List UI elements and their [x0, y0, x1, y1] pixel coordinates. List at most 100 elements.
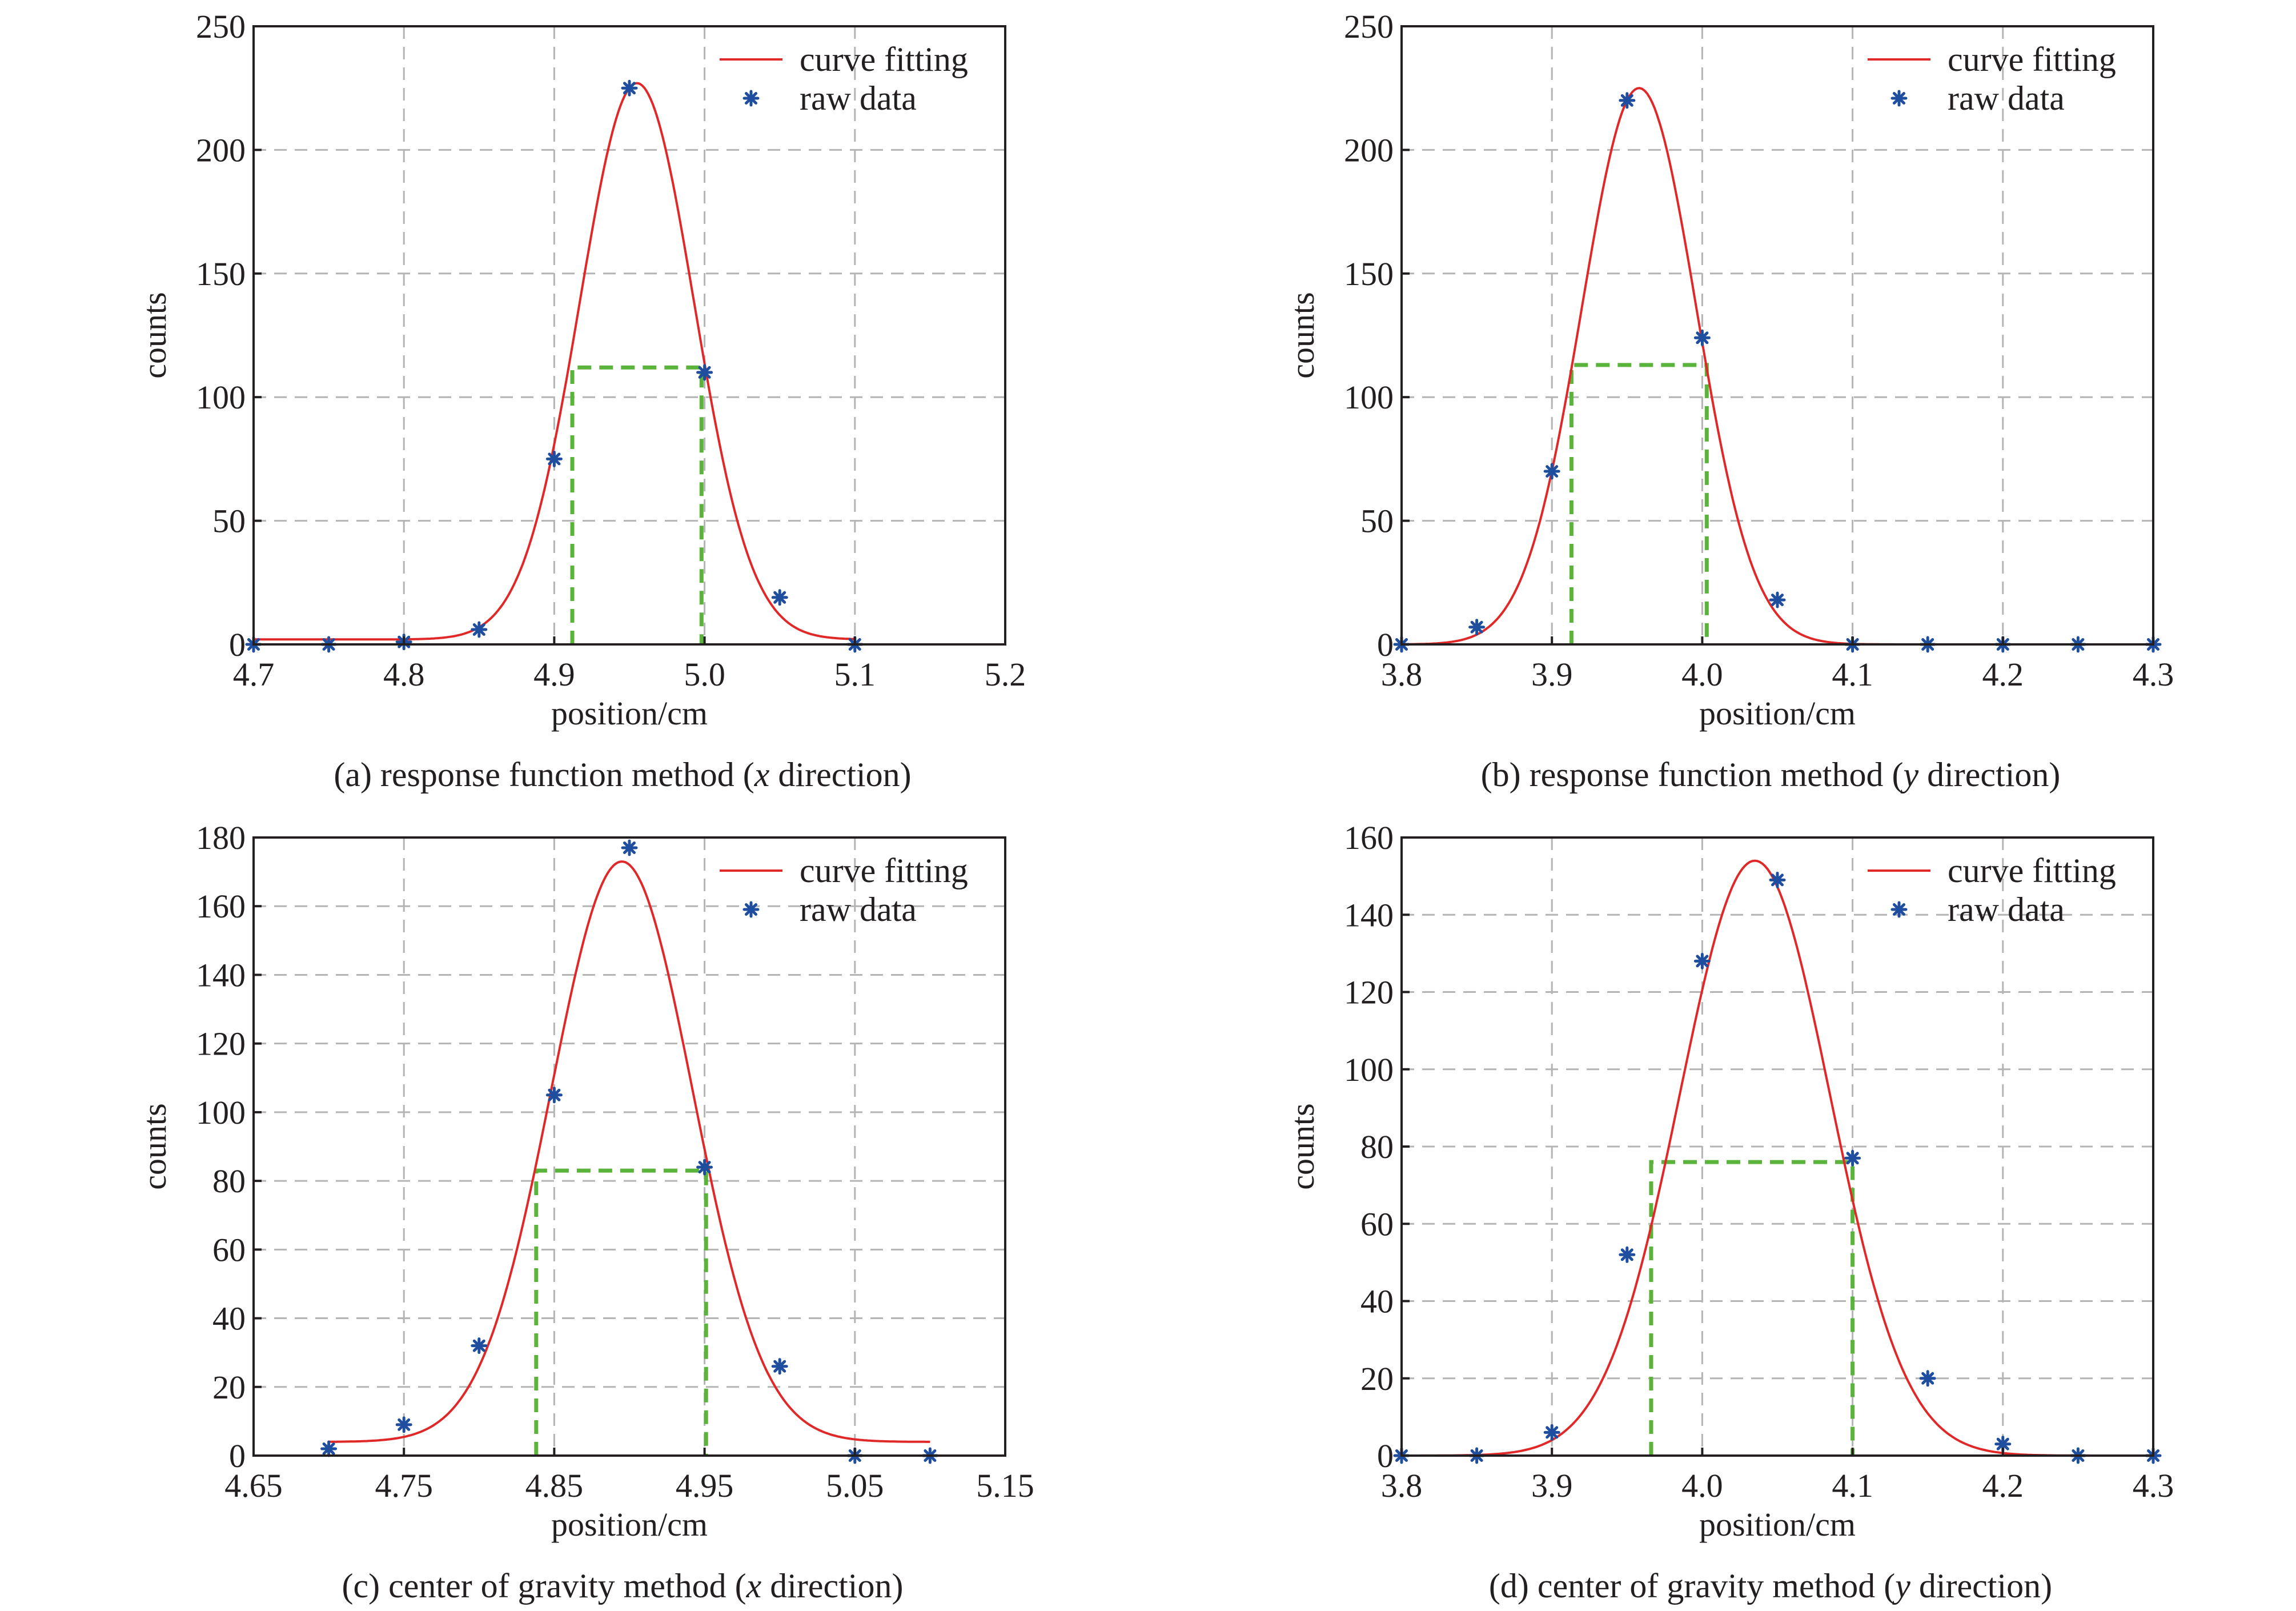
data-point	[1693, 329, 1711, 346]
y-tick-label: 0	[229, 626, 246, 663]
legend-label-raw-data: raw data	[1948, 891, 2065, 928]
x-tick-label: 4.3	[2133, 1467, 2174, 1504]
data-point	[1693, 952, 1711, 969]
fwhm-marker	[534, 1168, 708, 1456]
legend-label-raw-data: raw data	[800, 891, 917, 928]
y-tick-label: 100	[196, 379, 246, 416]
legend-label-curve-fitting: curve fitting	[1948, 41, 2116, 78]
x-tick-label: 5.1	[834, 656, 876, 693]
chart-b: 3.8 3.9 4.0 4.1 4.2 4.3 0 50 100 150 200 250 positio…	[1284, 8, 2174, 794]
caption: (a) response function method (x directio…	[334, 756, 911, 794]
x-axis: 3.8 3.9 4.0 4.1 4.2 4.3	[1381, 636, 2174, 693]
x-tick-label: 4.85	[525, 1467, 584, 1504]
x-tick-label: 5.05	[826, 1467, 884, 1504]
x-tick-label: 4.1	[1832, 1467, 1873, 1504]
grid	[1402, 837, 2153, 1456]
y-tick-label: 50	[1360, 503, 1394, 540]
y-axis-label: counts	[136, 292, 173, 378]
y-tick-label: 60	[212, 1231, 246, 1268]
y-tick-label: 140	[196, 956, 246, 993]
y-axis: 0 20 40 60 80 100 120 140 160	[1344, 819, 1410, 1474]
y-tick-label: 0	[1377, 1437, 1394, 1474]
caption-prefix: (b) response function method (	[1481, 756, 1904, 794]
x-tick-label: 3.8	[1381, 656, 1423, 693]
x-axis-label: position/cm	[551, 1506, 708, 1543]
x-tick-label: 4.75	[375, 1467, 433, 1504]
fwhm-marker	[1649, 1160, 1855, 1456]
y-axis: 0 20 40 60 80 100 120 140 160 180	[196, 819, 262, 1474]
y-tick-label: 150	[196, 255, 246, 292]
x-tick-label: 4.95	[676, 1467, 734, 1504]
y-tick-label: 250	[196, 8, 246, 45]
data-point	[696, 1159, 713, 1176]
x-tick-label: 3.8	[1381, 1467, 1423, 1504]
y-tick-label: 40	[212, 1300, 246, 1337]
x-axis: 4.65 4.75 4.85 4.95 5.05 5.15	[224, 1448, 1034, 1504]
chart-a: 4.7 4.8 4.9 5.0 5.1 5.2 0 50 100 150 200 250 positio…	[136, 8, 1026, 794]
plot-frame	[1400, 25, 2154, 646]
legend-label-raw-data: raw data	[800, 79, 917, 117]
y-tick-label: 50	[212, 503, 246, 540]
caption-variable: y	[1892, 1567, 1910, 1605]
legend-label-curve-fitting: curve fitting	[800, 41, 968, 78]
legend-swatch-raw-data	[742, 90, 760, 107]
series-raw-data	[320, 839, 938, 1464]
caption: (b) response function method (y directio…	[1481, 756, 2061, 794]
x-tick-label: 4.2	[1982, 656, 2024, 693]
data-point	[1619, 92, 1636, 109]
x-tick-label: 4.0	[1681, 1467, 1723, 1504]
x-tick-label: 4.8	[383, 656, 425, 693]
data-point	[545, 450, 563, 467]
series-line-curve-fitting	[1402, 87, 2153, 646]
x-axis: 3.8 3.9 4.0 4.1 4.2 4.3	[1381, 1448, 2174, 1504]
y-tick-label: 60	[1360, 1205, 1394, 1243]
data-point	[1619, 1246, 1636, 1263]
y-tick-label: 0	[229, 1437, 246, 1474]
data-point	[395, 1416, 412, 1433]
x-tick-label: 5.15	[976, 1467, 1034, 1504]
chart-panel-b: 3.8 3.9 4.0 4.1 4.2 4.3 0 50 100 150 200 250 positio…	[1148, 0, 2296, 800]
caption-prefix: (a) response function method (	[334, 756, 754, 794]
chart-panel-a: 4.7 4.8 4.9 5.0 5.1 5.2 0 50 100 150 200 250 positio…	[0, 0, 1148, 800]
x-axis-label: position/cm	[1699, 1506, 1856, 1543]
y-tick-label: 100	[1344, 1051, 1394, 1088]
data-point	[1468, 619, 1486, 636]
x-tick-label: 4.2	[1982, 1467, 2024, 1504]
fwhm-marker	[570, 365, 704, 644]
data-point	[621, 839, 638, 856]
data-point	[1844, 1149, 1861, 1167]
y-tick-label: 250	[1344, 8, 1394, 45]
y-axis: 0 50 100 150 200 250	[196, 8, 262, 663]
plot-frame	[252, 836, 1006, 1457]
y-tick-label: 100	[1344, 379, 1394, 416]
fwhm-marker	[1569, 363, 1709, 644]
data-point	[771, 589, 788, 606]
caption-suffix: direction)	[761, 1567, 903, 1605]
y-axis-label: counts	[1284, 292, 1321, 378]
x-tick-label: 4.3	[2133, 656, 2174, 693]
chart-c: 4.65 4.75 4.85 4.95 5.05 5.15 0 20 40 60 80 100 120 1…	[136, 819, 1034, 1605]
data-point	[771, 1358, 788, 1375]
x-axis: 4.7 4.8 4.9 5.0 5.1 5.2	[233, 636, 1026, 693]
legend-swatch-raw-data	[742, 901, 760, 918]
caption-prefix: (c) center of gravity method (	[342, 1567, 746, 1605]
y-tick-label: 80	[1360, 1128, 1394, 1165]
x-tick-label: 4.9	[533, 656, 575, 693]
y-axis-label: counts	[1284, 1103, 1321, 1189]
y-tick-label: 120	[196, 1025, 246, 1063]
x-tick-label: 4.65	[224, 1467, 283, 1504]
chart-panel-d: 3.8 3.9 4.0 4.1 4.2 4.3 0 20 40 60 80 100 120 140 160 p…	[1148, 811, 2296, 1611]
y-tick-label: 40	[1360, 1283, 1394, 1320]
legend-swatch-raw-data	[1890, 90, 1908, 107]
grid	[1402, 26, 2153, 644]
y-tick-label: 160	[196, 888, 246, 925]
y-axis-label: counts	[136, 1103, 173, 1189]
data-point	[471, 621, 488, 638]
y-tick-label: 20	[212, 1369, 246, 1406]
grid	[254, 837, 1005, 1456]
x-tick-label: 3.9	[1531, 656, 1573, 693]
